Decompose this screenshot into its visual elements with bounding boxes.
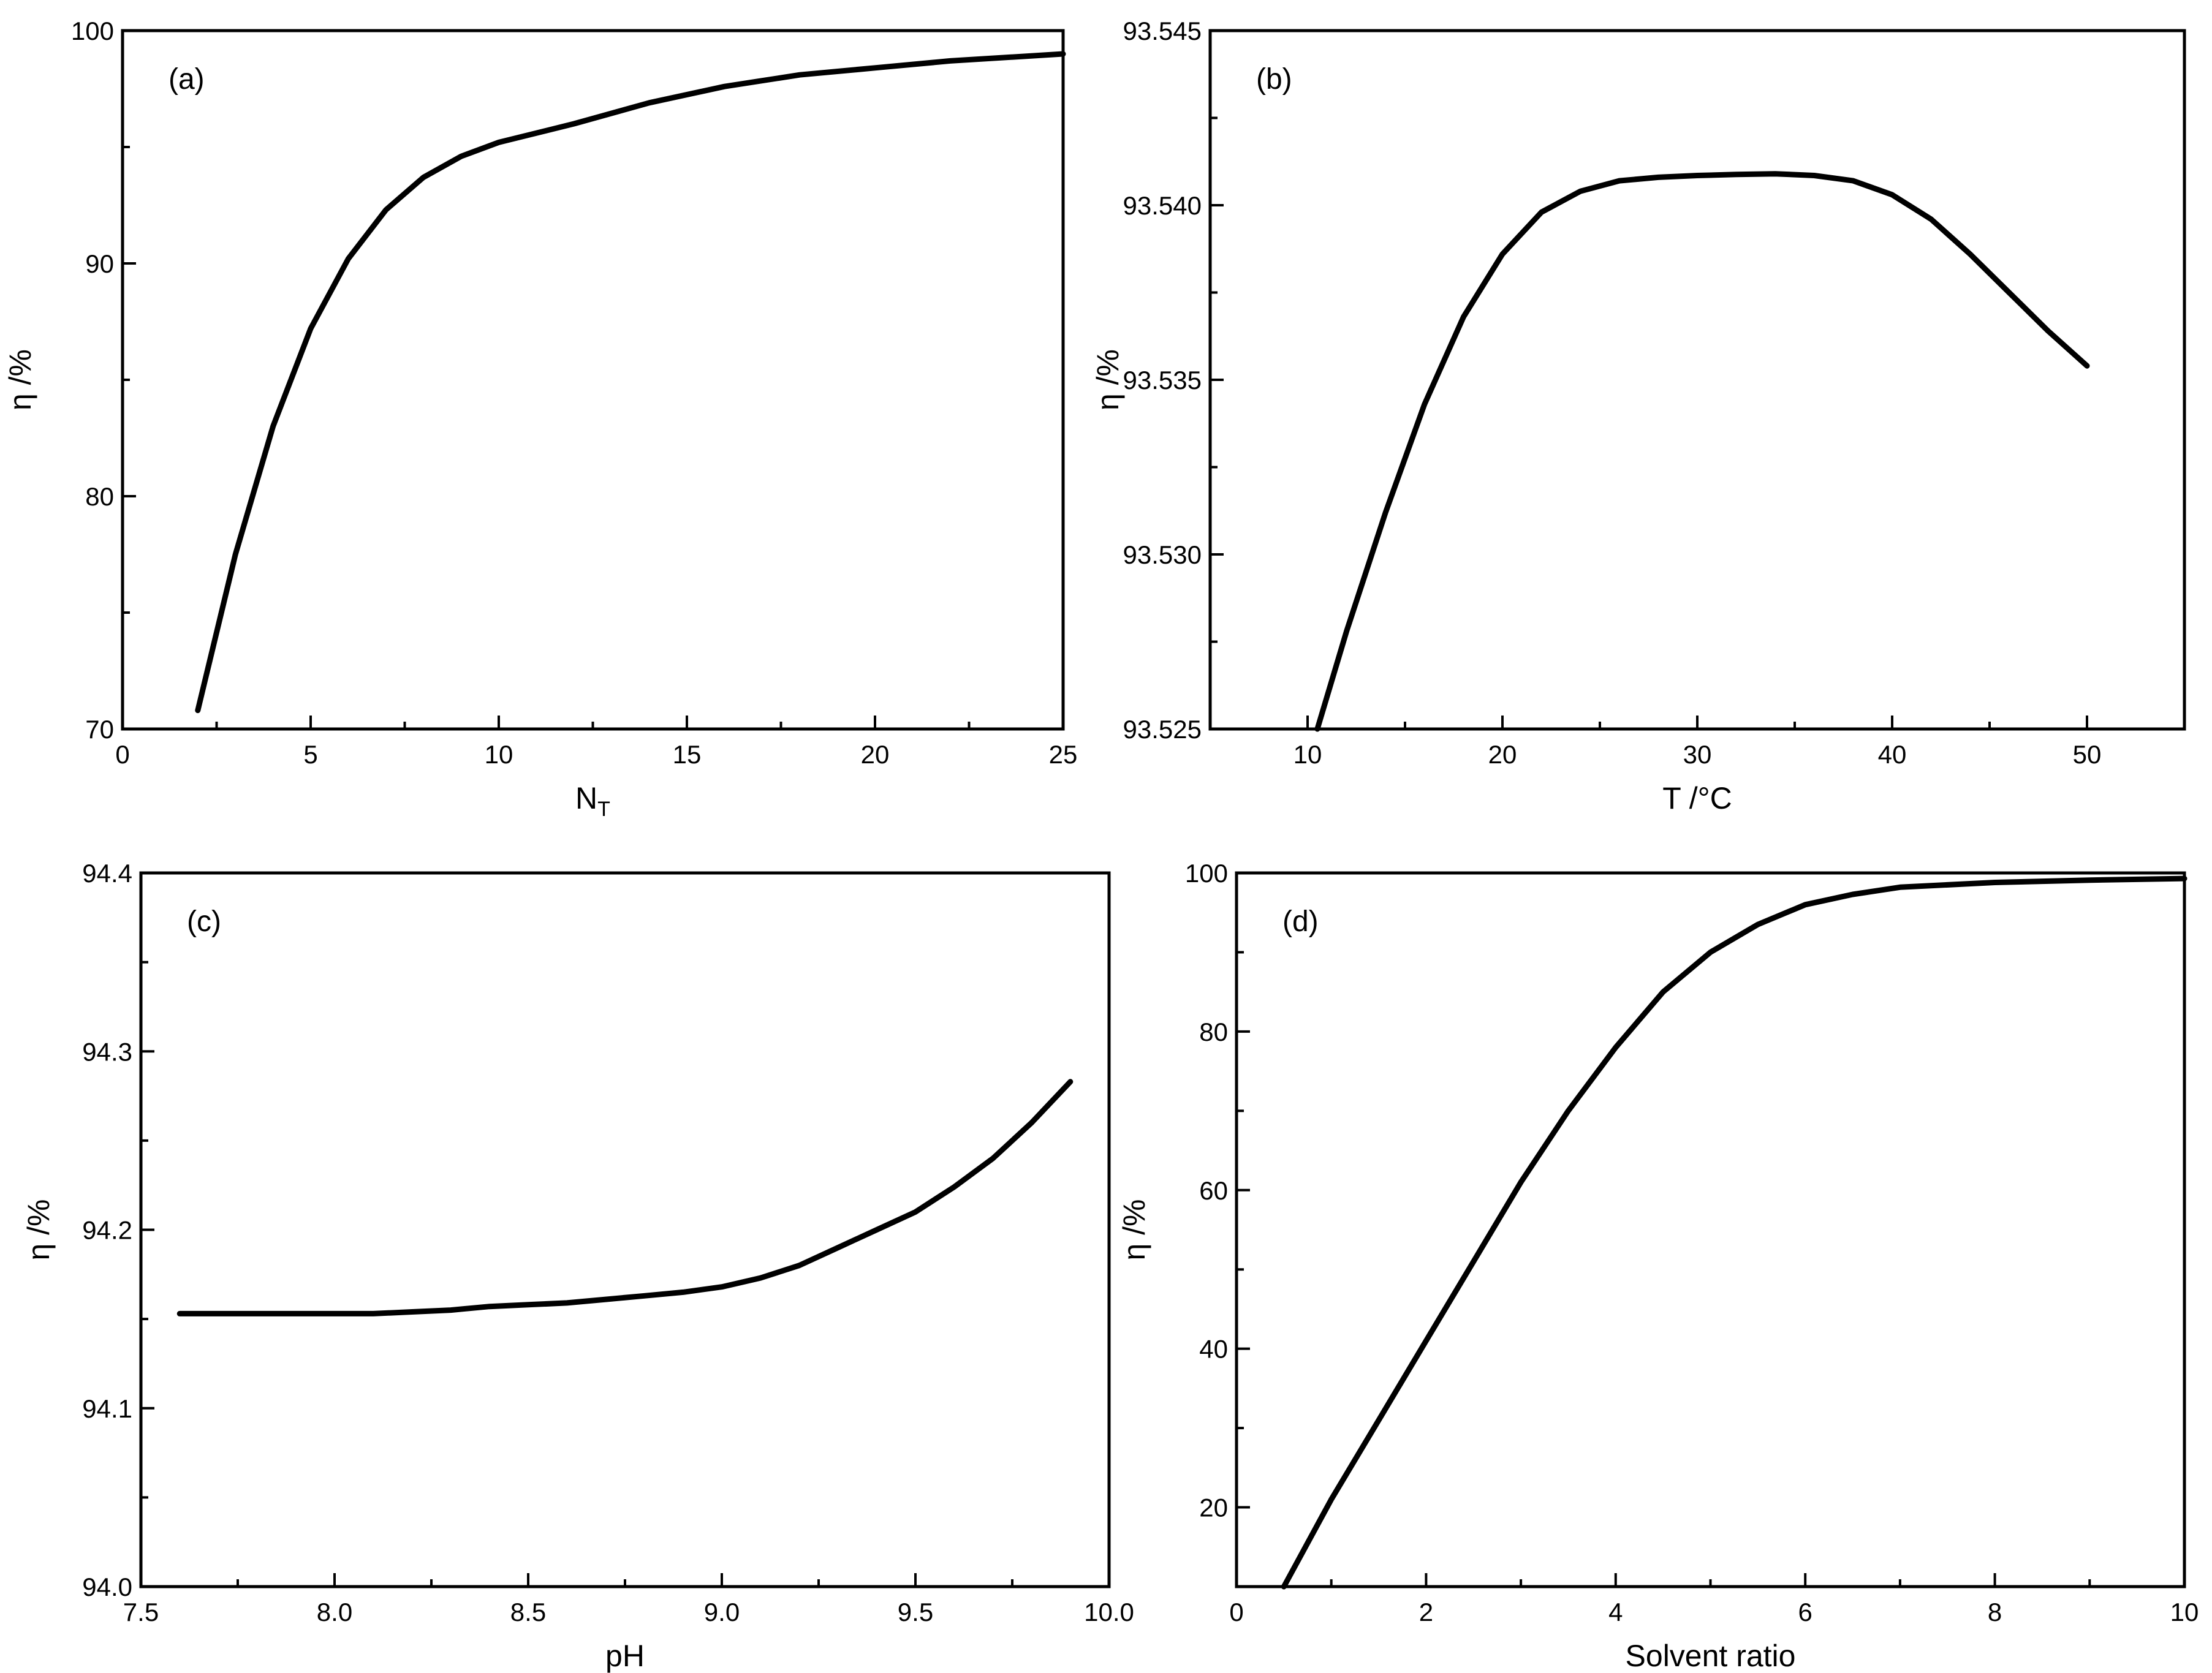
x-tick-label: 2 bbox=[1419, 1598, 1433, 1626]
y-tick-label: 93.530 bbox=[1123, 540, 1202, 569]
x-tick-label: 20 bbox=[861, 740, 890, 769]
chart-panel-a: 0 5 10 15 20 25 70 80 90 100 NT η /% (a) bbox=[3, 17, 1077, 821]
x-axis-title: T /°C bbox=[1662, 781, 1732, 815]
y-tick-label: 40 bbox=[1199, 1335, 1228, 1364]
data-line bbox=[1314, 171, 2090, 732]
y-tick-label: 93.540 bbox=[1123, 191, 1202, 220]
x-tick-label: 10 bbox=[2170, 1598, 2199, 1626]
panel-label: (c) bbox=[187, 905, 221, 938]
y-tick-label: 100 bbox=[1185, 859, 1228, 888]
chart-panel-c: 7.5 8.0 8.5 9.0 9.5 10.0 94.0 94.1 94.2 94.3 94.4 p… bbox=[21, 859, 1134, 1673]
x-tick-label: 8 bbox=[1988, 1598, 2002, 1626]
y-tick-label: 20 bbox=[1199, 1494, 1228, 1522]
x-tick-label: 9.5 bbox=[898, 1598, 933, 1626]
data-line bbox=[195, 51, 1066, 714]
x-tick-label: 7.5 bbox=[123, 1598, 159, 1626]
y-tick-label: 90 bbox=[85, 249, 114, 278]
plot-frame bbox=[1235, 871, 2186, 1588]
x-tick-label: 8.0 bbox=[317, 1598, 352, 1626]
x-tick-label: 15 bbox=[673, 740, 702, 769]
plot-frame bbox=[121, 29, 1065, 731]
x-tick-label: 0 bbox=[1229, 1598, 1243, 1626]
y-tick-label: 93.525 bbox=[1123, 715, 1202, 744]
x-tick-label: 10.0 bbox=[1084, 1598, 1134, 1626]
chart-panel-b: 10 20 30 40 50 93.525 93.530 93.535 93.540 93.545… bbox=[1091, 17, 2186, 815]
x-tick-label: 40 bbox=[1878, 740, 1907, 769]
x-axis-title: NT bbox=[575, 781, 610, 821]
y-tick-label: 94.4 bbox=[82, 859, 132, 888]
x-tick-label: 10 bbox=[1293, 740, 1322, 769]
x-tick-label: 10 bbox=[485, 740, 513, 769]
x-tick-label: 9.0 bbox=[704, 1598, 740, 1626]
plot-frame bbox=[139, 871, 1111, 1588]
y-axis-title: η /% bbox=[21, 1199, 56, 1260]
plot-frame bbox=[1208, 29, 2186, 731]
x-tick-label: 5 bbox=[303, 740, 317, 769]
y-tick-label: 70 bbox=[85, 715, 114, 744]
x-tick-label: 20 bbox=[1488, 740, 1517, 769]
x-axis-title: pH bbox=[605, 1639, 645, 1673]
x-axis-title: Solvent ratio bbox=[1626, 1639, 1796, 1673]
y-axis-title: η /% bbox=[1117, 1199, 1151, 1260]
y-tick-label: 80 bbox=[1199, 1018, 1228, 1046]
y-tick-label: 93.545 bbox=[1123, 17, 1202, 45]
y-tick-label: 60 bbox=[1199, 1176, 1228, 1205]
y-tick-label: 93.535 bbox=[1123, 366, 1202, 395]
y-tick-label: 94.0 bbox=[82, 1573, 132, 1601]
chart-panel-d: 0 2 4 6 8 10 20 40 60 80 100 Solvent ratio η /% (d) bbox=[1117, 859, 2199, 1673]
x-tick-label: 6 bbox=[1798, 1598, 1812, 1626]
y-tick-label: 100 bbox=[71, 17, 114, 45]
y-tick-label: 80 bbox=[85, 482, 114, 511]
y-axis-title: η /% bbox=[1091, 349, 1125, 410]
panel-label: (d) bbox=[1282, 905, 1319, 938]
x-tick-label: 4 bbox=[1608, 1598, 1623, 1626]
panel-label: (b) bbox=[1256, 63, 1292, 96]
y-tick-label: 94.2 bbox=[82, 1216, 132, 1245]
x-tick-label: 30 bbox=[1683, 740, 1712, 769]
data-line bbox=[176, 1079, 1074, 1316]
y-tick-label: 94.3 bbox=[82, 1037, 132, 1066]
data-line bbox=[1281, 875, 2187, 1590]
y-axis-title: η /% bbox=[3, 349, 37, 410]
x-tick-label: 0 bbox=[115, 740, 129, 769]
x-tick-label: 50 bbox=[2073, 740, 2102, 769]
x-tick-label: 8.5 bbox=[510, 1598, 546, 1626]
y-tick-label: 94.1 bbox=[82, 1394, 132, 1423]
x-tick-label: 25 bbox=[1049, 740, 1078, 769]
panel-label: (a) bbox=[169, 63, 205, 96]
